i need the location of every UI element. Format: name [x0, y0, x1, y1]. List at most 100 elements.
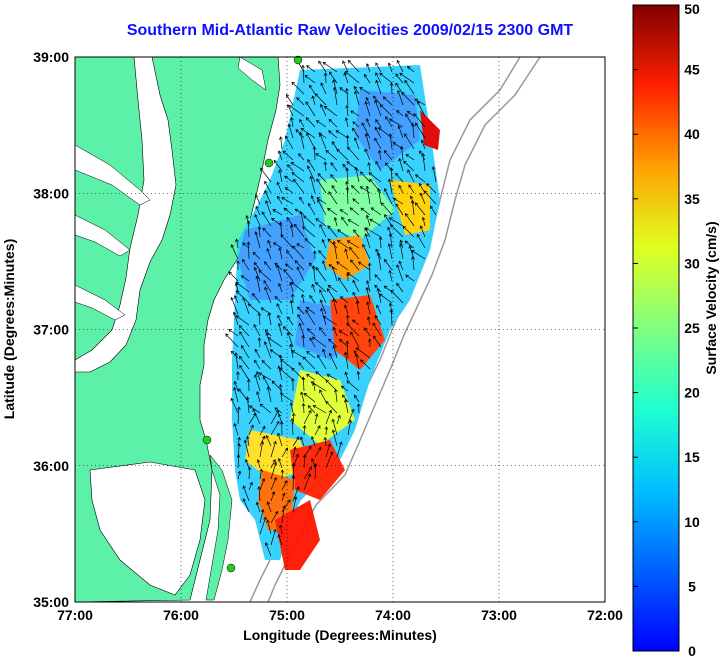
- velocity-arrow: [315, 153, 327, 161]
- velocity-arrow-head: [321, 260, 326, 264]
- velocity-arrow: [364, 148, 371, 161]
- velocity-arrow: [322, 349, 327, 359]
- velocity-arrow: [378, 127, 393, 139]
- velocity-arrow-head: [307, 202, 312, 207]
- velocity-arrow-head: [255, 275, 260, 280]
- velocity-arrow: [332, 266, 338, 282]
- velocity-arrow-head: [230, 244, 234, 248]
- velocity-arrow: [336, 441, 342, 458]
- velocity-arrow: [385, 162, 393, 172]
- velocity-arrow-head: [365, 118, 370, 122]
- velocity-arrow: [365, 133, 371, 150]
- velocity-arrow-head: [278, 282, 282, 287]
- velocity-arrow: [411, 250, 426, 260]
- velocity-arrow: [379, 72, 393, 84]
- velocity-arrow-head: [278, 383, 283, 388]
- velocity-arrow: [248, 303, 261, 315]
- velocity-arrow-head: [384, 258, 388, 263]
- velocity-arrow: [292, 496, 297, 513]
- velocity-arrow: [407, 169, 415, 183]
- velocity-arrow-head: [253, 324, 257, 328]
- velocity-arrow: [288, 124, 294, 139]
- velocity-arrow-head: [298, 322, 303, 327]
- velocity-arrow: [396, 283, 404, 293]
- velocity-arrow-head: [352, 198, 356, 202]
- velocity-arrow-head: [264, 542, 269, 546]
- velocity-arrow-head: [345, 340, 350, 345]
- velocity-arrow-head: [360, 359, 364, 363]
- velocity-arrow: [239, 356, 250, 370]
- x-tick-label: 73:00: [481, 607, 517, 623]
- velocity-arrow-head: [320, 307, 324, 312]
- velocity-arrow-head: [243, 439, 248, 444]
- velocity-arrow: [280, 222, 283, 238]
- velocity-arrow-head: [242, 485, 246, 489]
- velocity-arrow: [281, 480, 288, 491]
- velocity-arrow: [405, 213, 415, 227]
- velocity-arrow: [278, 458, 283, 469]
- velocity-arrow: [354, 395, 360, 403]
- velocity-arrow-head: [354, 352, 359, 357]
- velocity-arrow-head: [319, 299, 324, 303]
- velocity-arrow-head: [331, 429, 336, 433]
- velocity-arrow-head: [274, 510, 279, 515]
- velocity-arrow: [345, 117, 349, 128]
- velocity-arrow: [259, 436, 265, 447]
- velocity-arrow-head: [293, 446, 297, 451]
- velocity-arrow: [313, 405, 327, 414]
- velocity-arrow-head: [276, 303, 280, 307]
- velocity-arrow-head: [344, 248, 348, 253]
- velocity-arrow: [248, 413, 257, 425]
- velocity-arrow-head: [375, 72, 379, 76]
- velocity-arrow-head: [332, 344, 336, 349]
- velocity-arrow-head: [385, 162, 389, 167]
- velocity-arrow: [375, 119, 382, 128]
- velocity-arrow: [231, 297, 239, 315]
- velocity-arrow-head: [236, 260, 240, 264]
- velocity-arrow-head: [406, 110, 411, 115]
- velocity-arrow: [377, 288, 382, 304]
- velocity-arrow: [389, 133, 393, 150]
- velocity-arrow-head: [404, 133, 408, 137]
- velocity-arrow: [291, 162, 305, 172]
- velocity-arrow: [389, 217, 404, 227]
- velocity-arrow-head: [235, 281, 239, 285]
- velocity-arrow-head: [359, 87, 363, 91]
- velocity-arrow-head: [327, 207, 331, 212]
- velocity-arrow: [261, 307, 272, 315]
- velocity-arrow: [336, 261, 349, 271]
- velocity-arrow: [296, 97, 305, 106]
- velocity-arrow-head: [309, 337, 313, 342]
- colorbar-tick-label: 25: [684, 320, 700, 336]
- velocity-arrow: [297, 314, 305, 326]
- velocity-arrow-head: [287, 499, 291, 503]
- velocity-arrow-head: [246, 241, 251, 245]
- velocity-arrow: [366, 118, 371, 128]
- velocity-arrow-head: [410, 199, 415, 204]
- velocity-arrow-head: [408, 184, 412, 188]
- velocity-arrow: [286, 217, 294, 227]
- velocity-arrow: [312, 336, 327, 348]
- velocity-arrow: [432, 166, 437, 183]
- velocity-arrow: [264, 341, 272, 359]
- velocity-arrow: [375, 80, 382, 95]
- velocity-arrow: [374, 127, 382, 139]
- velocity-arrow: [254, 262, 261, 271]
- velocity-arrow-head: [326, 288, 331, 292]
- velocity-arrow: [365, 101, 371, 117]
- velocity-arrow-head: [332, 240, 337, 245]
- velocity-arrow-head: [308, 262, 313, 267]
- velocity-arrow-head: [277, 365, 281, 370]
- velocity-arrow-head: [286, 250, 290, 254]
- velocity-arrow: [253, 324, 261, 337]
- velocity-arrow-head: [323, 105, 328, 110]
- velocity-arrow-head: [337, 229, 341, 233]
- bay-tributary-1: [75, 144, 151, 206]
- velocity-arrow-head: [389, 118, 393, 122]
- velocity-arrow-head: [430, 205, 434, 210]
- velocity-arrow-head: [411, 256, 415, 260]
- velocity-arrow: [306, 373, 316, 381]
- velocity-arrow: [303, 473, 311, 491]
- velocity-arrow-head: [304, 75, 309, 79]
- velocity-arrow-head: [387, 226, 391, 231]
